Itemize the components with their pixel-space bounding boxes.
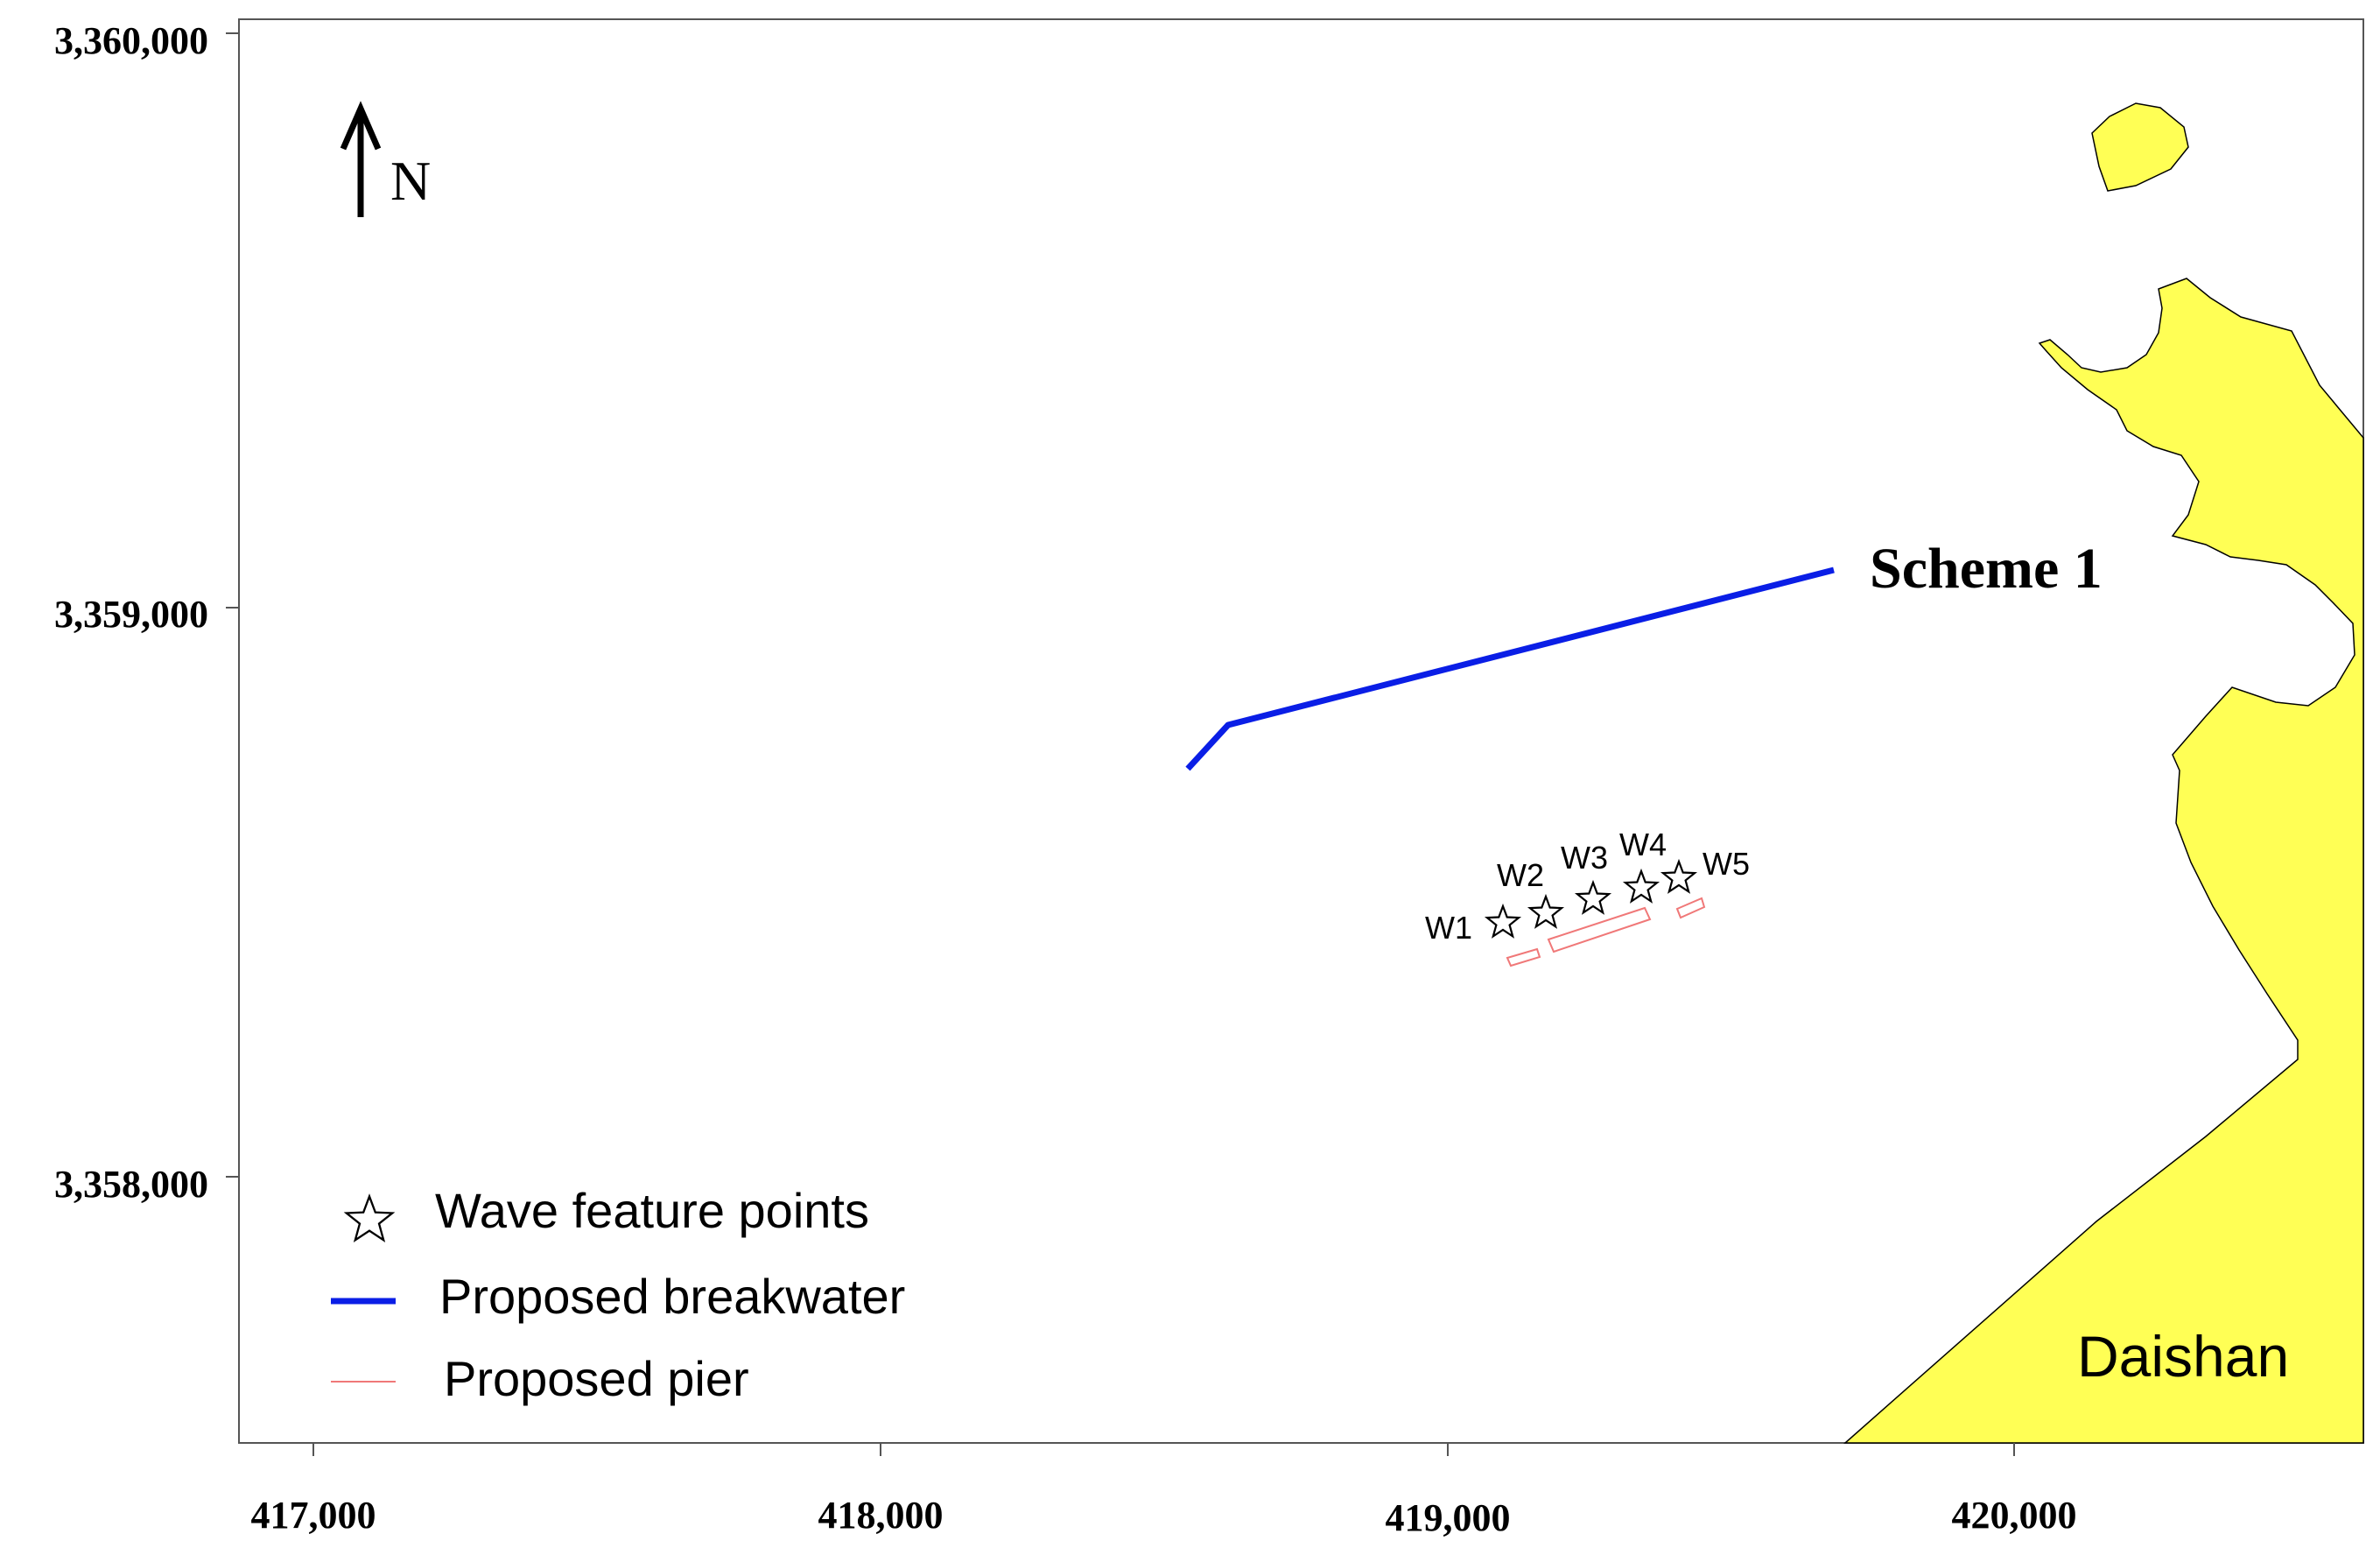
legend-item-pier: Proposed pier (331, 1351, 749, 1406)
x-tick-label: 417,000 (251, 1494, 376, 1537)
x-tick-label: 420,000 (1952, 1494, 2077, 1537)
wave-point-w5: W5 (1660, 846, 1750, 894)
legend-label: Wave feature points (435, 1183, 869, 1238)
legend-label: Proposed breakwater (439, 1269, 905, 1324)
scheme-label: Scheme 1 (1870, 537, 2103, 601)
map-frame (238, 18, 2364, 1444)
star-icon (1660, 858, 1698, 894)
land-mainland (1843, 278, 2364, 1444)
wave-point-label: W2 (1497, 857, 1544, 893)
proposed-piers (1506, 897, 1706, 967)
wave-point-w1: W1 (1425, 903, 1522, 946)
wave-point-w3: W3 (1561, 840, 1612, 915)
wave-point-label: W5 (1703, 846, 1750, 882)
north-arrow: N (340, 101, 431, 217)
y-tick-label: 3,360,000 (54, 19, 208, 62)
north-label: N (390, 150, 431, 212)
legend-label: Proposed pier (444, 1351, 749, 1406)
x-tick-label: 418,000 (818, 1494, 944, 1537)
y-axis: 3,360,000 3,359,000 3,358,000 (54, 19, 239, 1206)
legend-item-wave-points: Wave feature points (343, 1183, 869, 1242)
land-island (2091, 102, 2189, 192)
legend: Wave feature points Proposed breakwater … (331, 1183, 905, 1406)
x-tick-label: 419,000 (1386, 1496, 1511, 1539)
y-tick-label: 3,358,000 (54, 1163, 208, 1206)
pier-main (1547, 906, 1652, 953)
place-label: Daishan (2077, 1324, 2289, 1389)
wave-point-label: W4 (1619, 827, 1667, 862)
star-icon (343, 1193, 396, 1242)
wave-point-label: W1 (1425, 910, 1472, 946)
legend-item-breakwater: Proposed breakwater (331, 1269, 905, 1324)
north-arrow-head (340, 101, 382, 151)
breakwater-line (1185, 566, 1835, 771)
star-icon (1527, 893, 1565, 929)
wave-points: W1 W2 W3 W4 W5 (1425, 827, 1750, 946)
x-axis: 417,000 418,000 419,000 420,000 (251, 1443, 2077, 1539)
pier-east (1675, 897, 1706, 919)
pier-west (1506, 947, 1541, 967)
y-tick-label: 3,359,000 (54, 593, 208, 636)
wave-point-w2: W2 (1497, 857, 1565, 929)
wave-point-w4: W4 (1619, 827, 1667, 904)
star-icon (1484, 903, 1522, 939)
wave-point-label: W3 (1561, 840, 1608, 876)
star-icon (1622, 868, 1660, 904)
star-icon (1574, 879, 1612, 915)
